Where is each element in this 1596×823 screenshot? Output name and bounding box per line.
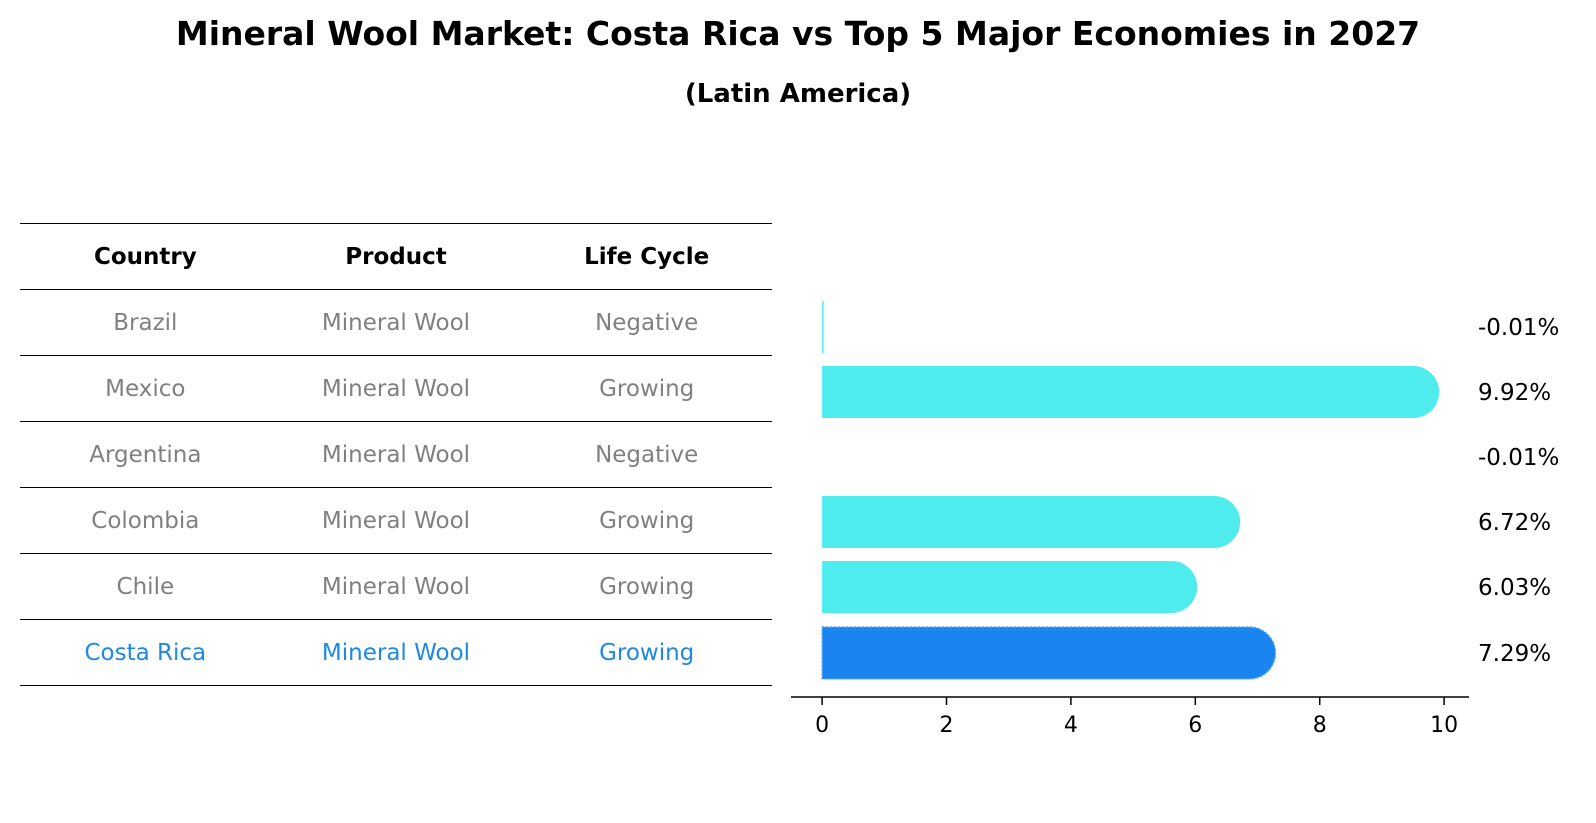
header-country: Country (93, 243, 197, 270)
x-tick-label: 8 (1313, 713, 1327, 738)
value-label: -0.01% (1478, 445, 1559, 471)
cell-country: Chile (116, 573, 175, 600)
bar-mexico (822, 366, 1440, 418)
cell-product: Mineral Wool (321, 573, 471, 600)
cell-life-cycle: Negative (595, 441, 699, 468)
cell-life-cycle: Growing (599, 507, 695, 534)
cell-product: Mineral Wool (321, 375, 471, 402)
x-tick-label: 4 (1064, 713, 1078, 738)
x-tick-label: 0 (815, 713, 829, 738)
cell-country: Mexico (105, 375, 186, 402)
table-row: Colombia Mineral Wool Growing (20, 488, 772, 554)
value-label: 9.92% (1478, 380, 1551, 406)
cell-country: Argentina (89, 441, 202, 468)
value-label: 6.72% (1478, 510, 1551, 536)
cell-product: Mineral Wool (321, 309, 471, 336)
cell-product: Mineral Wool (321, 507, 471, 534)
cell-country: Costa Rica (84, 639, 207, 666)
cell-country: Brazil (113, 309, 178, 336)
cell-product: Mineral Wool (321, 441, 471, 468)
x-tick-label: 2 (940, 713, 954, 738)
header-product: Product (345, 243, 447, 270)
cell-life-cycle: Negative (595, 309, 699, 336)
x-tick-label: 6 (1188, 713, 1202, 738)
bar-colombia (822, 496, 1241, 548)
table-row: Mexico Mineral Wool Growing (20, 356, 772, 422)
cell-product: Mineral Wool (321, 639, 471, 666)
value-label: -0.01% (1478, 315, 1559, 341)
cell-life-cycle: Growing (599, 573, 695, 600)
table-row: Argentina Mineral Wool Negative (20, 422, 772, 488)
chart-title: Mineral Wool Market: Costa Rica vs Top 5… (175, 14, 1421, 53)
x-tick-label: 10 (1430, 713, 1458, 738)
bar-costa-rica (821, 626, 1277, 680)
table-row-highlight: Costa Rica Mineral Wool Growing (20, 620, 772, 686)
value-label: 6.03% (1478, 575, 1551, 601)
data-table: Country Product Life Cycle Brazil Minera… (20, 223, 772, 686)
header-life-cycle: Life Cycle (584, 243, 710, 270)
value-label: 7.29% (1478, 641, 1551, 667)
cell-life-cycle: Growing (599, 375, 695, 402)
chart-subtitle: (Latin America) (684, 79, 912, 109)
table-row: Brazil Mineral Wool Negative (20, 290, 772, 356)
bar-chile (822, 561, 1198, 613)
bar-brazil (822, 301, 824, 353)
cell-country: Colombia (91, 507, 200, 534)
table-row: Chile Mineral Wool Growing (20, 554, 772, 620)
table-header-row: Country Product Life Cycle (20, 224, 772, 290)
cell-life-cycle: Growing (599, 639, 695, 666)
